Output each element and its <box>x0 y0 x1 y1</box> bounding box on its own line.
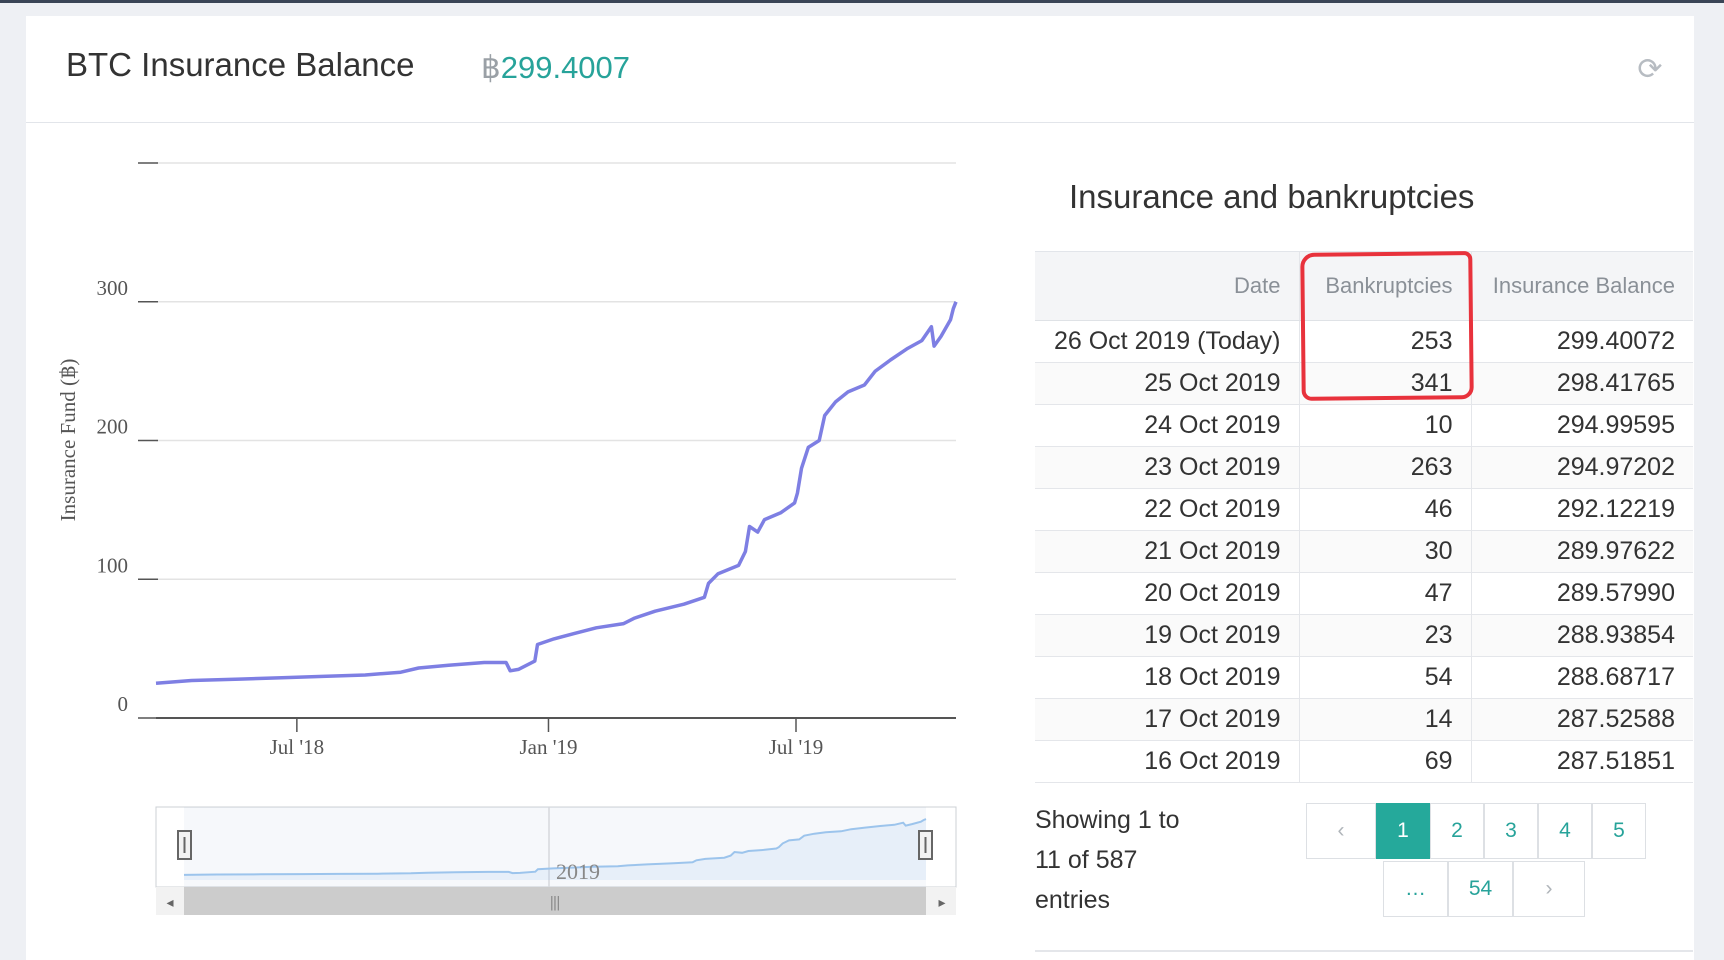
table-footer-line <box>1035 950 1693 952</box>
x-tick-label: Jul '19 <box>769 735 824 759</box>
table-row: 16 Oct 2019 69 287.51851 <box>1035 740 1693 783</box>
cell-bankruptcies: 69 <box>1298 740 1471 783</box>
y-tick-label: 100 <box>97 553 129 577</box>
pagination-page-last[interactable]: 54 <box>1448 861 1513 917</box>
pagination-next-button[interactable]: › <box>1513 861 1585 917</box>
pagination-page-4[interactable]: 4 <box>1538 803 1592 859</box>
column-header-date[interactable]: Date <box>1035 251 1299 321</box>
cell-date: 18 Oct 2019 <box>1035 656 1299 699</box>
panel-header: BTC Insurance Balance ฿299.4007 ⟳ <box>26 16 1694 123</box>
cell-insurance-balance: 294.97202 <box>1470 446 1693 489</box>
y-tick-label: 300 <box>97 276 129 300</box>
cell-date: 20 Oct 2019 <box>1035 572 1299 615</box>
column-header-bankruptcies[interactable]: Bankruptcies <box>1298 251 1471 321</box>
cell-insurance-balance: 288.93854 <box>1470 614 1693 657</box>
cell-bankruptcies: 263 <box>1298 446 1471 489</box>
range-navigator[interactable]: 2019 ◂ ▸ ||| <box>155 806 957 915</box>
table-row: 22 Oct 2019 46 292.12219 <box>1035 488 1693 531</box>
table-row: 20 Oct 2019 47 289.57990 <box>1035 572 1693 615</box>
table-row: 24 Oct 2019 10 294.99595 <box>1035 404 1693 447</box>
pagination-ellipsis[interactable]: … <box>1383 861 1448 917</box>
cell-insurance-balance: 289.57990 <box>1470 572 1693 615</box>
table-row: 19 Oct 2019 23 288.93854 <box>1035 614 1693 657</box>
cell-bankruptcies: 30 <box>1298 530 1471 573</box>
cell-date: 23 Oct 2019 <box>1035 446 1299 489</box>
cell-insurance-balance: 287.51851 <box>1470 740 1693 783</box>
pagination-page-3[interactable]: 3 <box>1484 803 1538 859</box>
cell-bankruptcies: 253 <box>1298 320 1471 363</box>
bitcoin-symbol: ฿ <box>481 50 501 85</box>
pagination-prev-button[interactable]: ‹ <box>1306 803 1376 859</box>
pagination-page-2[interactable]: 2 <box>1430 803 1484 859</box>
table-row: 26 Oct 2019 (Today) 253 299.40072 <box>1035 320 1693 363</box>
cell-insurance-balance: 288.68717 <box>1470 656 1693 699</box>
cell-insurance-balance: 287.52588 <box>1470 698 1693 741</box>
pagination-page-1[interactable]: 1 <box>1376 803 1430 859</box>
cell-insurance-balance: 294.99595 <box>1470 404 1693 447</box>
y-tick-label: 0 <box>118 692 129 716</box>
table-info-line: entries <box>1035 886 1111 914</box>
table-title: Insurance and bankruptcies <box>1069 178 1475 215</box>
balance-value: 299.4007 <box>500 50 631 85</box>
refresh-icon[interactable]: ⟳ <box>1637 53 1663 86</box>
cell-date: 19 Oct 2019 <box>1035 614 1299 657</box>
cell-bankruptcies: 54 <box>1298 656 1471 699</box>
page-title: BTC Insurance Balance <box>66 46 415 83</box>
cell-bankruptcies: 14 <box>1298 698 1471 741</box>
cell-date: 22 Oct 2019 <box>1035 488 1299 531</box>
cell-bankruptcies: 10 <box>1298 404 1471 447</box>
x-axis: Jul '18 Jan '19 Jul '19 <box>156 717 956 759</box>
x-tick-label: Jan '19 <box>519 735 577 759</box>
table-row: 17 Oct 2019 14 287.52588 <box>1035 698 1693 741</box>
table-info-line: Showing 1 to <box>1035 806 1180 834</box>
cell-date: 26 Oct 2019 (Today) <box>1035 320 1299 363</box>
table-row: 21 Oct 2019 30 289.97622 <box>1035 530 1693 573</box>
cell-insurance-balance: 292.12219 <box>1470 488 1693 531</box>
scrollbar-grip[interactable]: ||| <box>550 894 560 911</box>
insurance-fund-line <box>155 301 958 686</box>
balance-display: ฿299.4007 <box>481 50 630 86</box>
table-body: 26 Oct 2019 (Today) 253 299.40072 25 Oct 20… <box>1035 320 1693 783</box>
y-axis-label: Insurance Fund (฿) <box>56 359 80 522</box>
cell-date: 16 Oct 2019 <box>1035 740 1299 783</box>
cell-bankruptcies: 23 <box>1298 614 1471 657</box>
navigator-series-area <box>184 819 926 880</box>
table-row: 23 Oct 2019 263 294.97202 <box>1035 446 1693 489</box>
navigator-scrollbar-thumb[interactable] <box>184 887 926 915</box>
insurance-chart: 0 100 200 300 Insurance Fund (฿) Jul '18 Jan… <box>56 162 958 915</box>
cell-bankruptcies: 341 <box>1298 362 1471 405</box>
navigator-series-line <box>183 818 927 876</box>
cell-insurance-balance: 289.97622 <box>1470 530 1693 573</box>
table-info-line: 11 of 587 <box>1035 846 1138 874</box>
table-row: 18 Oct 2019 54 288.68717 <box>1035 656 1693 699</box>
cell-insurance-balance: 299.40072 <box>1470 320 1693 363</box>
scrollbar-left-arrow[interactable]: ◂ <box>166 896 173 911</box>
cell-bankruptcies: 47 <box>1298 572 1471 615</box>
cell-date: 25 Oct 2019 <box>1035 362 1299 405</box>
column-header-insurance-balance[interactable]: Insurance Balance <box>1470 251 1693 321</box>
chart-grid <box>156 162 956 580</box>
cell-date: 24 Oct 2019 <box>1035 404 1299 447</box>
table-header-row: Date Bankruptcies Insurance Balance <box>1035 251 1693 321</box>
insurance-panel: BTC Insurance Balance ฿299.4007 ⟳ <box>26 16 1694 960</box>
cell-bankruptcies: 46 <box>1298 488 1471 531</box>
pagination-page-5[interactable]: 5 <box>1592 803 1646 859</box>
cell-date: 21 Oct 2019 <box>1035 530 1299 573</box>
cell-date: 17 Oct 2019 <box>1035 698 1299 741</box>
y-tick-label: 200 <box>97 415 129 439</box>
bankruptcies-table: Date Bankruptcies Insurance Balance 26 O… <box>1035 251 1693 783</box>
top-border <box>0 0 1724 3</box>
y-axis: 0 100 200 300 <box>97 162 158 719</box>
cell-insurance-balance: 298.41765 <box>1470 362 1693 405</box>
x-tick-label: Jul '18 <box>270 735 325 759</box>
scrollbar-right-arrow[interactable]: ▸ <box>938 896 945 911</box>
table-info: Showing 1 to 11 of 587 entries <box>1035 800 1265 920</box>
navigator-year-label: 2019 <box>556 859 600 884</box>
table-row: 25 Oct 2019 341 298.41765 <box>1035 362 1693 405</box>
